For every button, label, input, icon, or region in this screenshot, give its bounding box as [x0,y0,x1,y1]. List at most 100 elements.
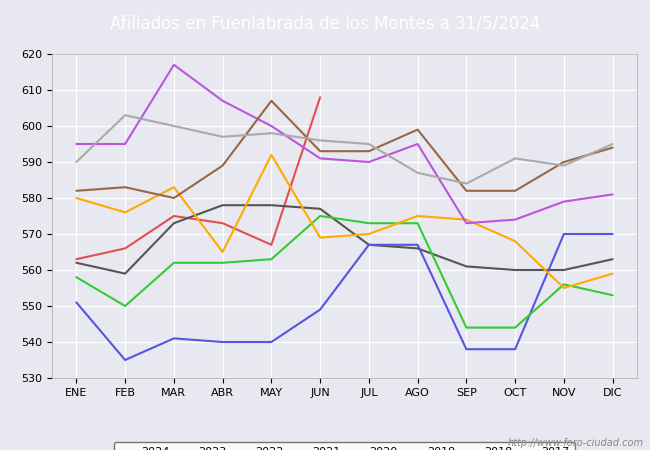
2020 [121,210,129,215]
2019 [72,141,81,147]
2022 [218,339,227,345]
2017 [316,138,324,143]
2023 [218,202,227,208]
2022 [72,300,81,305]
Line: 2022: 2022 [77,234,612,360]
2019 [316,156,324,161]
2017 [268,130,276,136]
2019 [560,199,568,204]
2021 [560,282,568,287]
2022 [316,307,324,312]
2018 [365,148,373,154]
2017 [365,141,373,147]
2020 [608,271,616,276]
Line: 2020: 2020 [77,155,612,288]
2020 [511,238,519,244]
2023 [316,206,324,211]
2022 [511,346,519,352]
2018 [268,98,276,104]
2018 [170,195,178,201]
2018 [608,145,616,150]
2020 [268,152,276,158]
2020 [463,217,471,222]
2022 [121,357,129,363]
2019 [170,62,178,68]
2017 [72,159,81,165]
2019 [413,141,421,147]
2022 [268,339,276,345]
2023 [560,267,568,273]
2024 [268,242,276,248]
2017 [121,112,129,118]
2023 [170,220,178,226]
2022 [560,231,568,237]
2019 [463,220,471,226]
2023 [463,264,471,269]
2018 [511,188,519,194]
2017 [463,181,471,186]
2024 [121,246,129,251]
Line: 2019: 2019 [77,65,612,223]
2021 [170,260,178,265]
2020 [218,249,227,255]
2023 [511,267,519,273]
2020 [316,235,324,240]
2024 [218,220,227,226]
2019 [218,98,227,104]
2021 [413,220,421,226]
2018 [463,188,471,194]
2024 [72,256,81,262]
2019 [608,192,616,197]
2017 [218,134,227,140]
Line: 2024: 2024 [77,97,320,259]
2023 [365,242,373,248]
2022 [170,336,178,341]
2019 [365,159,373,165]
2024 [170,213,178,219]
2018 [218,163,227,168]
2023 [72,260,81,265]
2017 [413,170,421,176]
2019 [268,123,276,129]
2017 [170,123,178,129]
Line: 2018: 2018 [77,101,612,198]
2021 [316,213,324,219]
2023 [413,246,421,251]
2021 [511,325,519,330]
2018 [316,148,324,154]
2021 [72,274,81,280]
2017 [608,141,616,147]
2022 [608,231,616,237]
2022 [463,346,471,352]
2021 [268,256,276,262]
2020 [365,231,373,237]
2017 [511,156,519,161]
2021 [218,260,227,265]
Text: http://www.foro-ciudad.com: http://www.foro-ciudad.com [508,438,644,448]
Legend: 2024, 2023, 2022, 2021, 2020, 2019, 2018, 2017: 2024, 2023, 2022, 2021, 2020, 2019, 2018… [114,442,575,450]
Line: 2021: 2021 [77,216,612,328]
2024 [316,94,324,100]
2023 [268,202,276,208]
Line: 2023: 2023 [77,205,612,274]
Line: 2017: 2017 [77,115,612,184]
2023 [121,271,129,276]
2020 [72,195,81,201]
2018 [560,159,568,165]
2019 [121,141,129,147]
Text: Afiliados en Fuenlabrada de los Montes a 31/5/2024: Afiliados en Fuenlabrada de los Montes a… [110,14,540,33]
2018 [413,127,421,132]
2020 [170,184,178,190]
2022 [413,242,421,248]
2017 [560,163,568,168]
2019 [511,217,519,222]
2021 [608,292,616,298]
2020 [413,213,421,219]
2023 [608,256,616,262]
2021 [121,303,129,309]
2021 [463,325,471,330]
2018 [121,184,129,190]
2022 [365,242,373,248]
2020 [560,285,568,291]
2018 [72,188,81,194]
